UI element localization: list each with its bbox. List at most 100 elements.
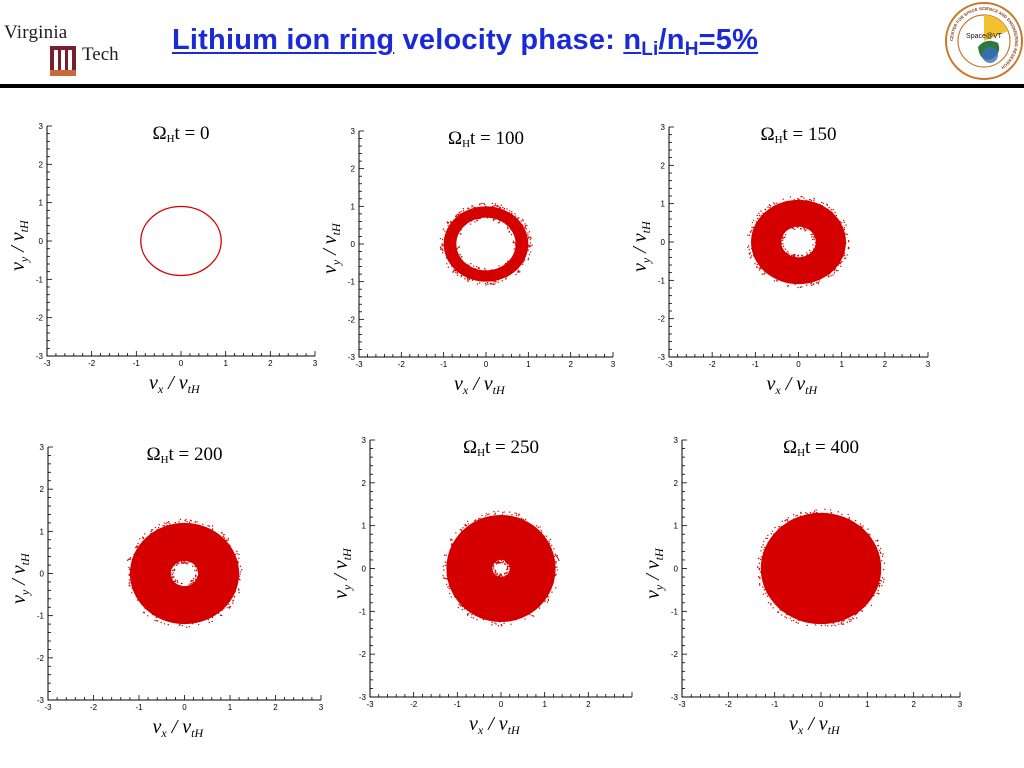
scatter-point — [834, 211, 836, 214]
scatter-point — [557, 569, 559, 571]
y-tick-label: 2 — [39, 160, 44, 169]
scatter-point — [843, 228, 846, 230]
scatter-point — [748, 252, 751, 255]
scatter-point — [444, 564, 447, 566]
scatter-point — [817, 204, 819, 206]
scatter-point — [527, 237, 530, 239]
scatter-point — [449, 550, 451, 553]
scatter-point — [843, 517, 845, 519]
scatter-point — [776, 280, 778, 282]
scatter-point — [476, 619, 478, 621]
scatter-point — [548, 546, 551, 548]
scatter-point — [821, 512, 824, 514]
scatter-point — [193, 562, 196, 565]
scatter-point — [828, 206, 830, 209]
scatter-point — [797, 517, 799, 519]
scatter-point — [476, 219, 478, 222]
scatter-point — [472, 617, 475, 619]
scatter-point — [451, 264, 453, 266]
scatter-plot: -3 -2 -1 0 1 2 3 -3 -2 -1 0 1 2 3 — [348, 127, 616, 369]
scatter-point — [457, 214, 460, 216]
scatter-point — [813, 202, 815, 205]
scatter-point — [228, 603, 230, 605]
scatter-panel: -3 -2 -1 0 1 2 3 -3 -2 -1 0 1 2 3 ΩHt = 200 vx / vtH vy … — [8, 443, 324, 740]
scatter-point — [850, 618, 852, 621]
scatter-point — [772, 205, 775, 208]
scatter-point — [781, 614, 783, 616]
scatter-point — [503, 207, 506, 210]
scatter-point — [447, 222, 450, 224]
scatter-point — [834, 268, 837, 270]
scatter-point — [882, 553, 884, 555]
scatter-point — [515, 215, 517, 217]
scatter-point — [797, 198, 800, 200]
title-underlined-part: Lithium ion ring — [172, 24, 395, 56]
y-axis-label-part: / v — [8, 564, 30, 590]
scatter-point — [499, 558, 502, 560]
scatter-point — [239, 571, 241, 573]
scatter-point — [837, 264, 839, 266]
y-tick-label: -3 — [359, 693, 367, 702]
scatter-point — [864, 605, 866, 607]
scatter-point — [774, 526, 776, 529]
scatter-point — [174, 580, 177, 583]
scatter-point — [544, 600, 546, 602]
panel-title-sub: H — [160, 454, 169, 466]
scatter-point — [185, 562, 188, 564]
scatter-point — [538, 607, 541, 609]
scatter-point — [446, 574, 448, 577]
scatter-point — [470, 220, 473, 222]
scatter-point — [439, 237, 442, 240]
scatter-point — [754, 263, 756, 265]
scatter-point — [860, 607, 862, 610]
scatter-point — [450, 221, 452, 224]
panel-title: ΩHt = 100 — [441, 128, 531, 150]
scatter-point — [556, 566, 558, 568]
y-tick-label: 0 — [40, 570, 45, 579]
scatter-point — [129, 556, 132, 559]
dense-ring-mark — [129, 522, 240, 625]
scatter-point — [167, 623, 170, 626]
scatter-point — [832, 208, 834, 211]
scatter-point — [464, 278, 466, 280]
scatter-point — [175, 579, 177, 581]
scatter-point — [194, 576, 197, 578]
panel-title-time: t = 100 — [470, 128, 525, 149]
scatter-point — [238, 589, 240, 591]
panel-title-time: t = 0 — [174, 123, 210, 144]
scatter-point — [515, 514, 518, 517]
scatter-point — [517, 271, 519, 273]
scatter-point — [187, 561, 189, 564]
scatter-point — [758, 267, 760, 269]
y-axis-label-part: / v — [642, 559, 664, 585]
scatter-point — [158, 523, 160, 526]
panel-title-omega: Ω — [447, 128, 463, 149]
scatter-point — [791, 282, 793, 284]
panel-title: ΩHt = 250 — [456, 437, 546, 459]
scatter-point — [837, 269, 839, 272]
scatter-point — [881, 576, 884, 579]
scatter-point — [443, 569, 445, 571]
scatter-point — [143, 604, 145, 606]
scatter-point — [835, 214, 838, 217]
scatter-point — [155, 619, 158, 622]
scatter-point — [471, 614, 473, 616]
scatter-point — [545, 535, 548, 537]
scatter-point — [479, 217, 481, 220]
scatter-point — [472, 268, 475, 270]
scatter-point — [758, 557, 760, 560]
scatter-point — [861, 526, 863, 529]
scatter-point — [170, 566, 172, 569]
scatter-point — [834, 624, 836, 627]
scatter-point — [442, 244, 445, 246]
scatter-point — [236, 560, 239, 563]
scatter-point — [841, 623, 843, 625]
scatter-point — [831, 211, 833, 213]
scatter-point — [879, 566, 881, 568]
scatter-point — [491, 269, 493, 271]
scatter-point — [767, 534, 769, 537]
x-tick-label: 1 — [228, 703, 233, 712]
x-tick-label: -3 — [355, 360, 363, 369]
scatter-point — [821, 205, 823, 207]
x-tick-label: -2 — [88, 359, 96, 368]
